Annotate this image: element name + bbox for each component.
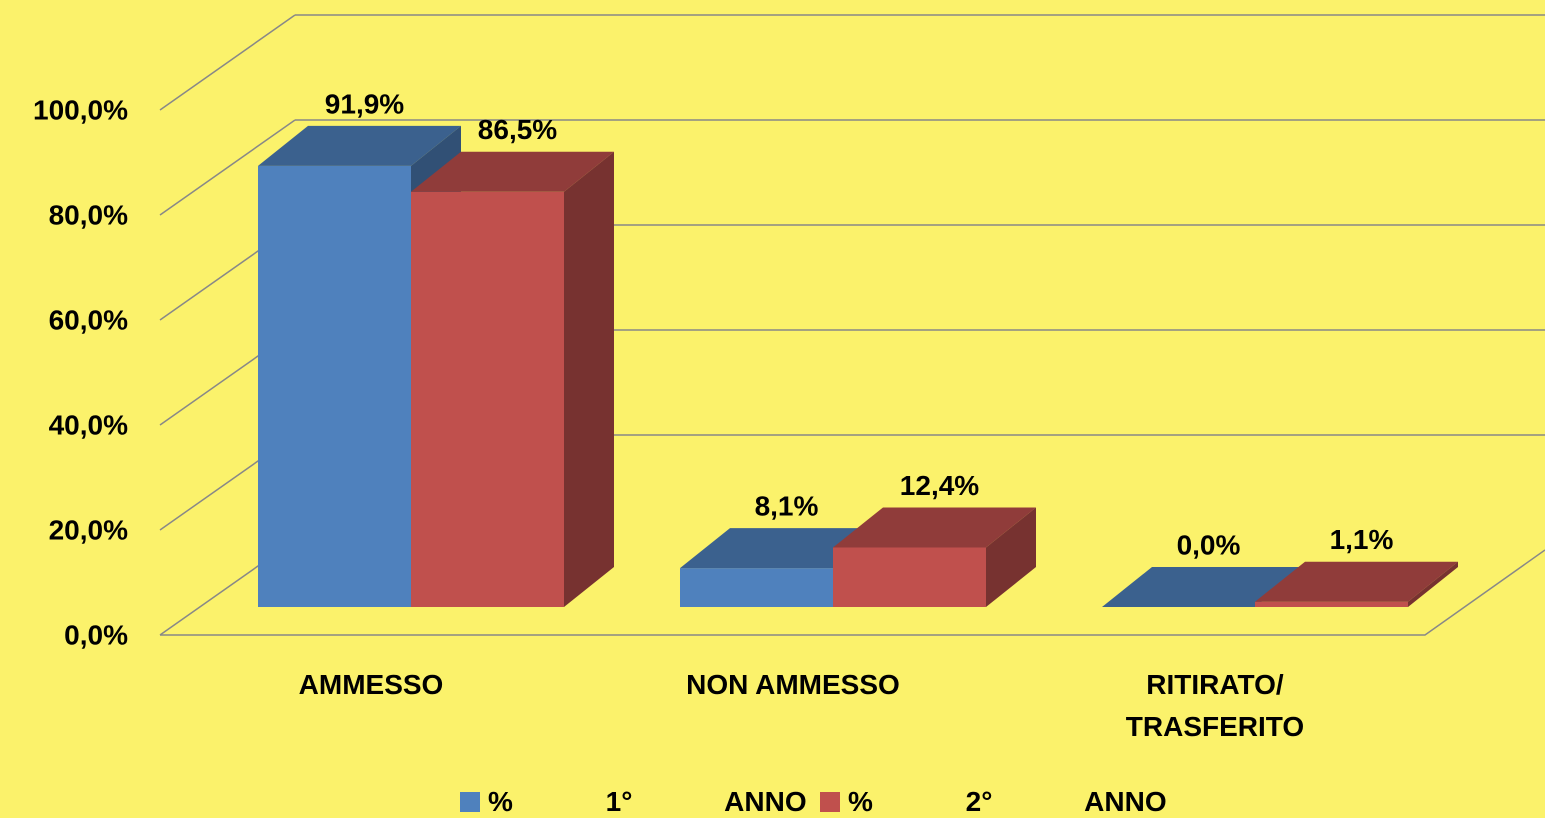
legend-item: % 2° ANNO [820,786,1167,818]
bar-side [986,507,1036,607]
value-label: 1,1% [1330,524,1394,555]
bar [680,568,833,607]
value-label: 86,5% [478,114,557,145]
floor-edge [160,549,1545,636]
value-label: 8,1% [755,491,819,522]
x-tick-label: NON AMMESSO [686,669,900,700]
grid-line [159,119,296,216]
y-tick-label: 100,0% [33,94,128,125]
y-tick-label: 40,0% [49,409,128,440]
bar-top [680,528,883,569]
legend-item: % 1° ANNO [460,786,807,818]
legend-label: % 1° ANNO [488,786,807,817]
bar-top [833,507,1036,548]
legend-swatch [460,792,480,812]
bar-side [564,151,614,608]
y-tick-label: 0,0% [64,619,128,650]
y-tick-label: 80,0% [49,199,128,230]
x-tick-label: RITIRATO/ TRASFERITO [1125,669,1305,742]
y-tick-label: 60,0% [49,304,128,335]
bar [411,191,564,608]
value-label: 91,9% [325,88,404,119]
bar [258,165,411,607]
value-label: 12,4% [900,470,979,501]
legend-label: % 2° ANNO [848,786,1167,817]
x-tick-label: AMMESSO [298,669,444,700]
bar-side [1408,561,1458,607]
bar-top [258,125,461,166]
y-tick-label: 20,0% [49,514,128,545]
bar [833,547,986,607]
value-label: 0,0% [1177,529,1241,560]
bar-top [1255,561,1458,602]
bar-top [1102,567,1305,607]
grid-line [159,14,296,111]
bar [1255,601,1408,607]
legend-swatch [820,792,840,812]
bar-top [411,151,614,192]
